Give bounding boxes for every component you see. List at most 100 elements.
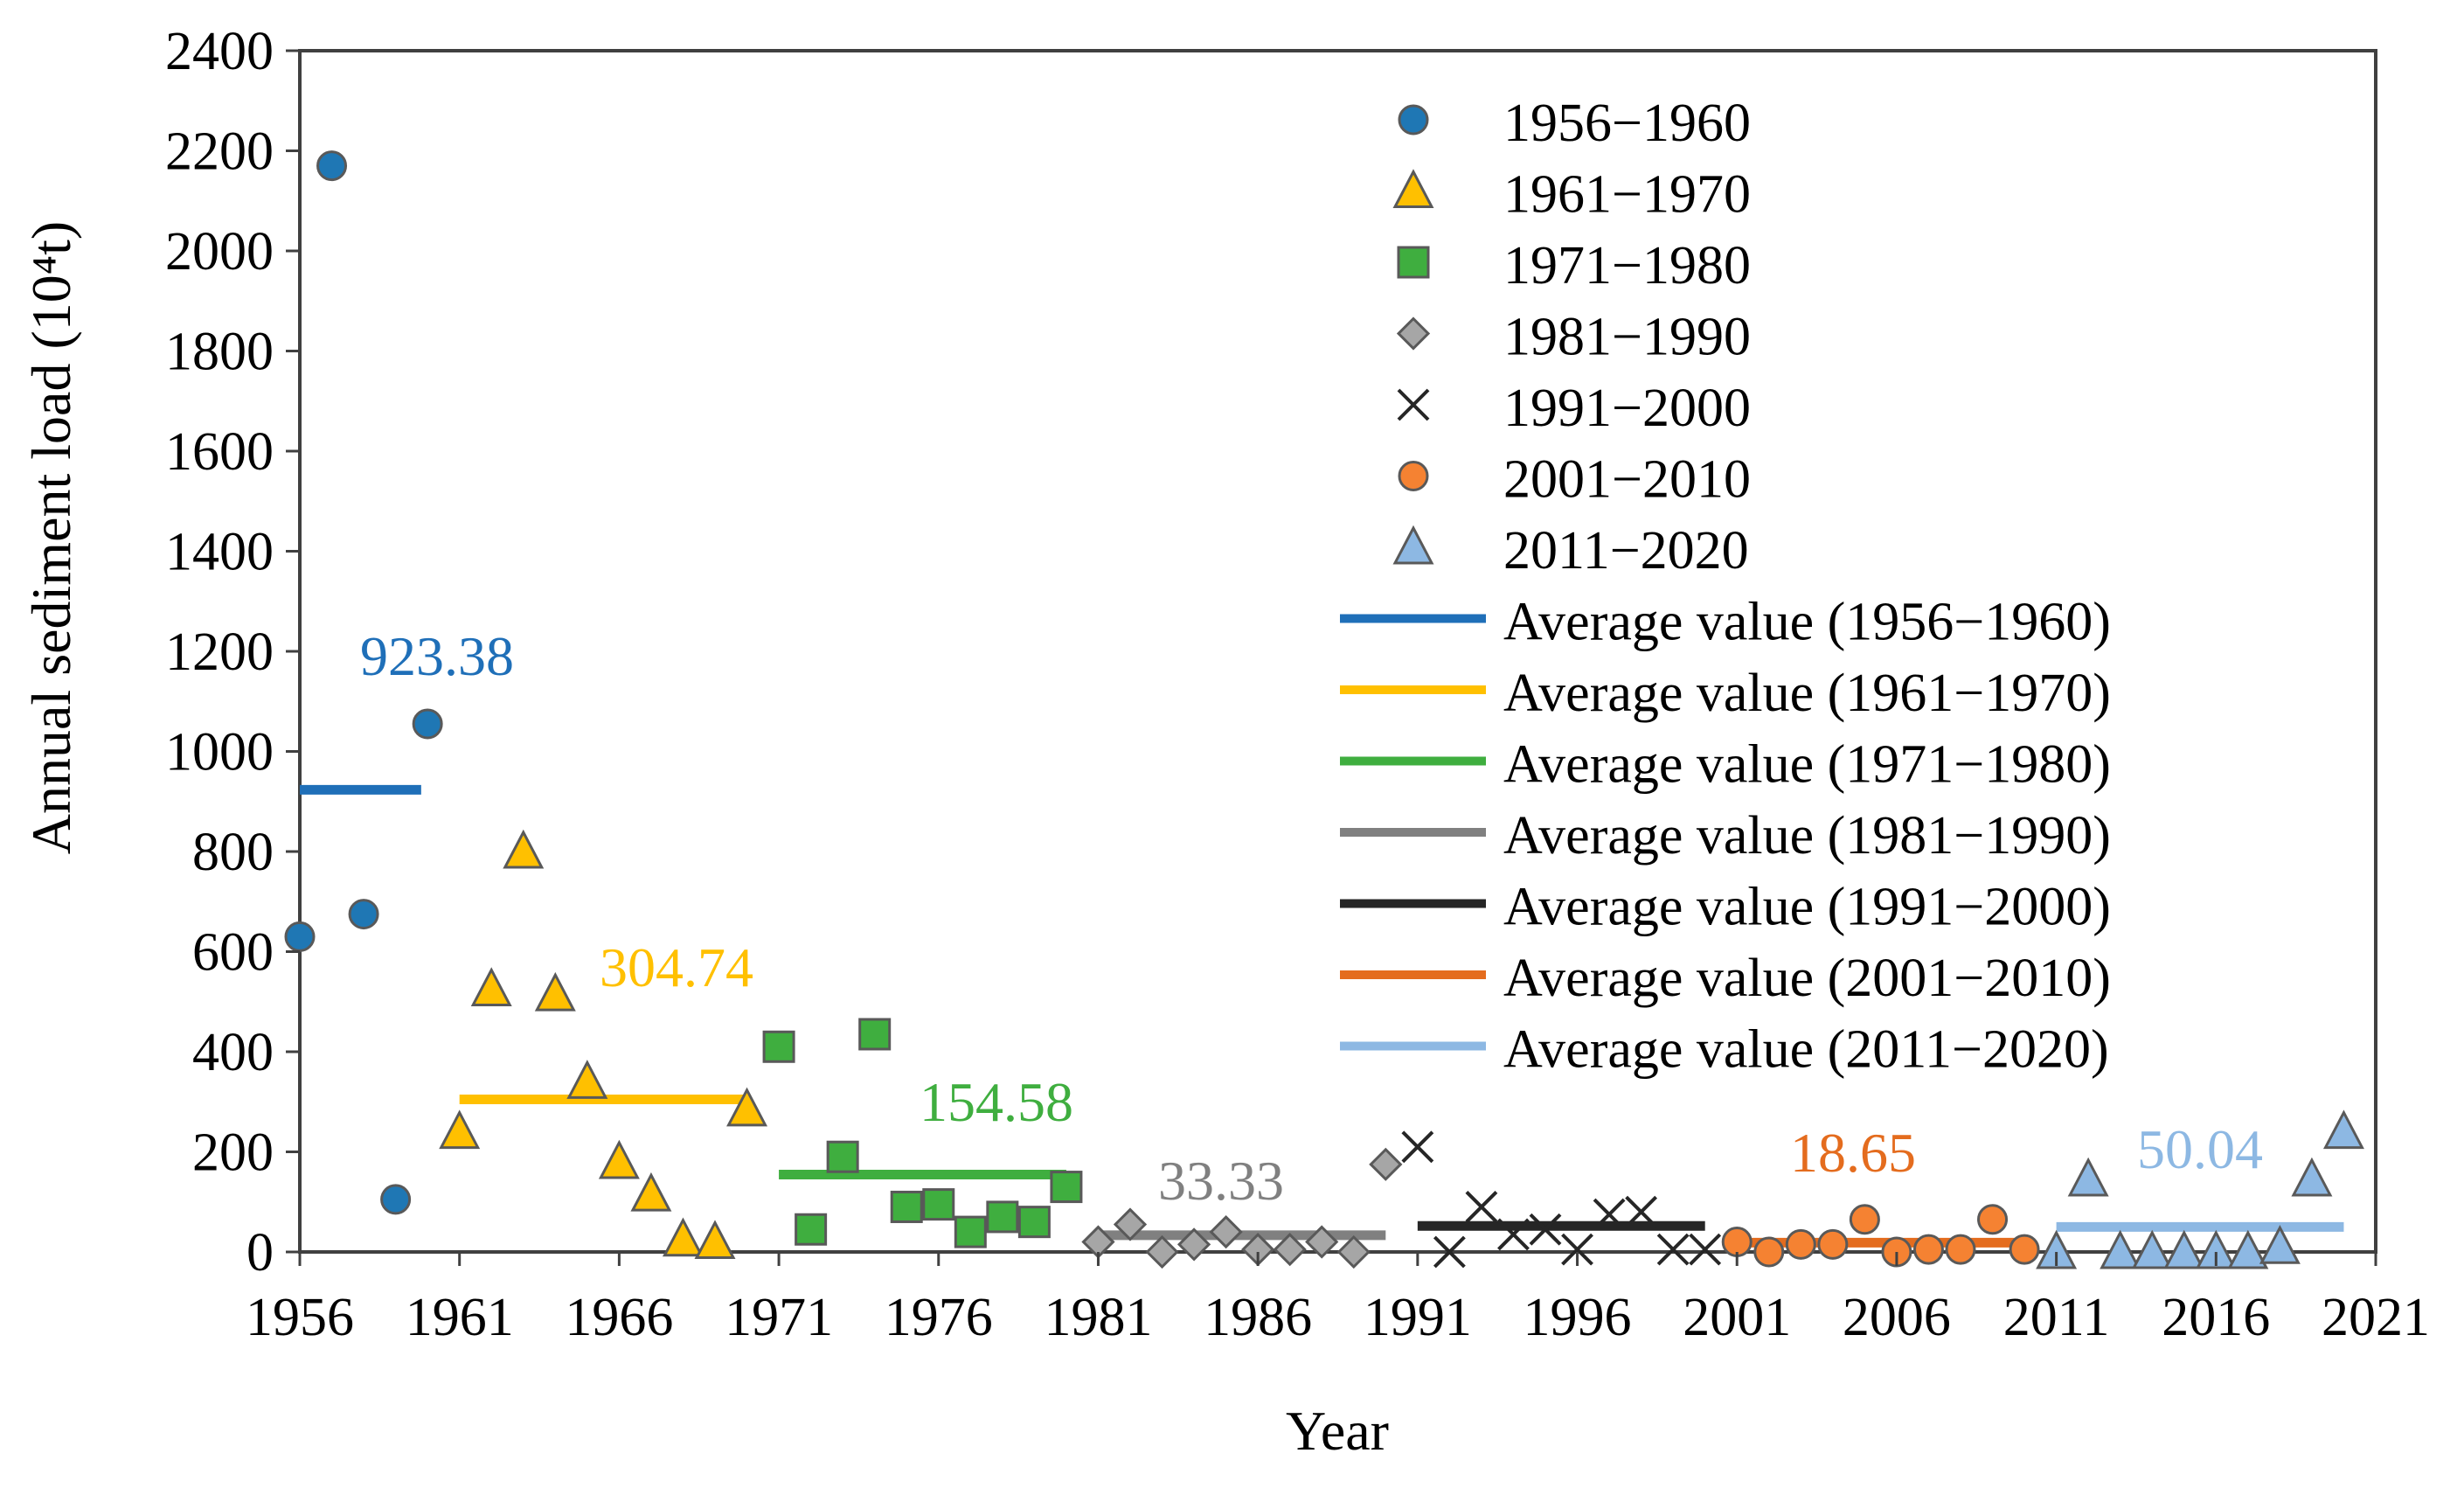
data-point <box>1945 1234 1976 1265</box>
average-value-label: 18.65 <box>1790 1122 1916 1184</box>
y-axis-ticks: 0 200 400 600 800 1000 1200 1400 1600 1800 2000 220… <box>165 22 300 1283</box>
data-point <box>598 1139 640 1179</box>
average-value-label: 154.58 <box>920 1071 1073 1133</box>
data-point <box>890 1190 923 1223</box>
x-tick-label: 2006 <box>1843 1288 1951 1347</box>
average-value-label: 50.04 <box>2137 1118 2263 1180</box>
data-point <box>534 971 576 1012</box>
data-point <box>2322 1109 2364 1150</box>
y-tick-label: 2400 <box>165 22 274 81</box>
average-value-labels: 923.38 304.74 154.58 33.33 18.65 50.04 <box>360 625 2263 1212</box>
data-point <box>2067 1157 2109 1197</box>
data-point <box>470 967 512 1006</box>
y-tick-label: 400 <box>192 1023 274 1082</box>
data-point <box>439 1109 481 1150</box>
legend-label: 1981−1990 <box>1503 308 1751 367</box>
x-tick-label: 2011 <box>2003 1288 2110 1347</box>
data-point <box>1050 1171 1083 1204</box>
data-point <box>1849 1204 1880 1235</box>
data-point <box>1113 1207 1148 1241</box>
data-point <box>726 1087 768 1127</box>
data-point <box>2227 1229 2269 1269</box>
data-point <box>662 1217 704 1257</box>
data-point <box>1336 1234 1371 1269</box>
data-point <box>2100 1229 2141 1269</box>
data-point <box>1785 1228 1816 1260</box>
data-point <box>1497 1218 1530 1251</box>
data-point <box>1912 1234 1944 1265</box>
x-tick-label: 1976 <box>885 1288 993 1347</box>
data-point <box>1369 1147 1403 1181</box>
data-point <box>1753 1236 1785 1268</box>
legend-label: 1956−1960 <box>1503 94 1751 153</box>
data-point <box>1433 1235 1466 1269</box>
legend-label: 1961−1970 <box>1503 165 1751 225</box>
data-point <box>795 1213 828 1246</box>
data-point <box>348 899 379 930</box>
data-point <box>762 1030 795 1063</box>
data-point <box>1561 1233 1593 1266</box>
x-axis-label: Year <box>1286 1400 1389 1462</box>
data-point <box>2259 1225 2301 1264</box>
data-point <box>954 1215 987 1248</box>
data-point <box>503 829 545 869</box>
legend-label: Average value (1981−1990) <box>1503 806 2111 866</box>
x-tick-label: 1961 <box>406 1288 514 1347</box>
x-tick-label: 1971 <box>725 1288 833 1347</box>
legend-marker <box>1398 104 1429 136</box>
data-point <box>2131 1229 2173 1269</box>
y-tick-label: 1600 <box>165 422 274 482</box>
average-value-label: 304.74 <box>600 936 753 998</box>
legend-marker <box>1396 316 1431 351</box>
data-point <box>630 1172 672 1212</box>
x-tick-label: 2001 <box>1683 1288 1791 1347</box>
x-tick-label: 1986 <box>1204 1288 1312 1347</box>
legend-marker <box>1398 461 1429 491</box>
data-point <box>284 921 316 952</box>
legend-marker <box>1392 169 1434 208</box>
data-point <box>1305 1225 1339 1259</box>
y-tick-label: 2000 <box>165 222 274 282</box>
data-point <box>1209 1214 1243 1249</box>
x-tick-label: 1956 <box>246 1288 354 1347</box>
y-tick-label: 0 <box>246 1223 274 1283</box>
data-point <box>566 1060 608 1099</box>
legend-label: Average value (1971−1980) <box>1503 735 2111 795</box>
legend-label: Average value (1991−2000) <box>1503 878 2111 937</box>
data-point <box>858 1018 892 1051</box>
y-axis-label: Annual sediment load (10⁴t) <box>20 221 82 854</box>
y-tick-label: 2200 <box>165 122 274 182</box>
legend-label: 1991−2000 <box>1503 379 1751 438</box>
legend: 1956−1960 1961−1970 1971−1980 1981−1990 1991… <box>1340 94 2111 1080</box>
data-point <box>1145 1234 1179 1269</box>
average-value-label: 923.38 <box>360 625 514 687</box>
x-tick-label: 1966 <box>565 1288 673 1347</box>
data-point <box>2195 1229 2237 1269</box>
data-point <box>380 1184 412 1215</box>
data-point <box>1721 1227 1753 1258</box>
data-point <box>986 1200 1019 1234</box>
average-lines <box>300 784 2344 1248</box>
y-tick-label: 200 <box>192 1123 274 1183</box>
y-tick-label: 1400 <box>165 523 274 582</box>
data-point <box>316 150 348 182</box>
data-point <box>1529 1213 1562 1246</box>
legend-label: Average value (1961−1970) <box>1503 664 2111 723</box>
x-tick-label: 2016 <box>2162 1288 2270 1347</box>
y-tick-label: 1200 <box>165 622 274 682</box>
data-point <box>2163 1229 2205 1269</box>
legend-marker <box>1397 388 1430 421</box>
data-point <box>412 708 443 740</box>
data-point <box>922 1188 955 1221</box>
x-tick-label: 1996 <box>1524 1288 1632 1347</box>
data-point <box>694 1220 736 1260</box>
x-axis-ticks: 1956 1961 1966 1971 1976 1981 1986 1991 1996 2001… <box>246 1252 2430 1347</box>
legend-marker <box>1392 525 1434 565</box>
y-tick-label: 800 <box>192 823 274 882</box>
data-point <box>1465 1191 1498 1223</box>
legend-label: Average value (2011−2020) <box>1503 1020 2109 1080</box>
data-point <box>1273 1233 1307 1267</box>
legend-label: Average value (2001−2010) <box>1503 949 2111 1008</box>
legend-label: Average value (1956−1960) <box>1503 593 2111 652</box>
